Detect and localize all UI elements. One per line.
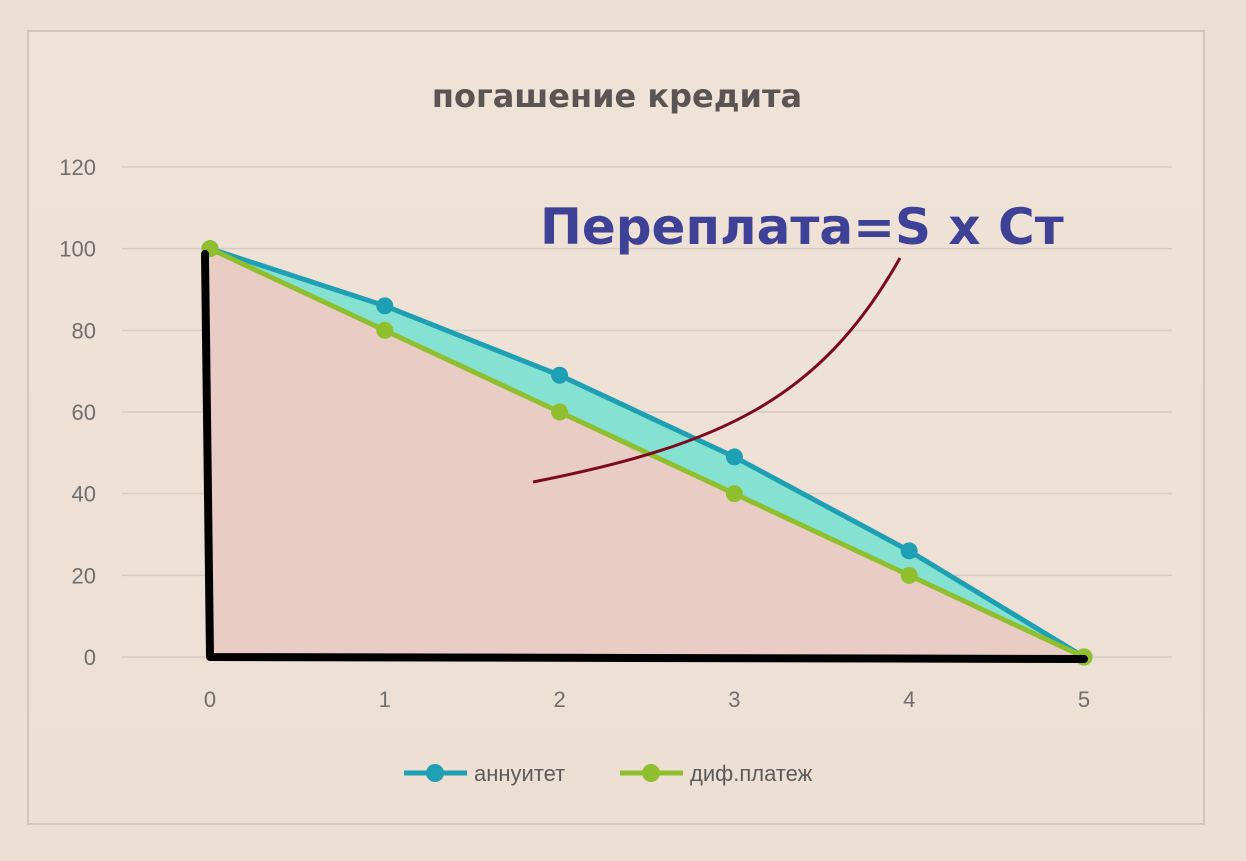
y-tick-label: 100: [59, 237, 96, 262]
y-tick-label: 80: [72, 318, 96, 343]
series-point-annuity-4: [900, 542, 918, 560]
series-point-annuity-1: [376, 297, 394, 315]
legend-diff-payment-label: диф.платеж: [690, 761, 813, 786]
series-layer: [201, 240, 1093, 666]
legend-annuity-label: аннуитет: [474, 761, 565, 786]
chart-title: погашение кредита: [432, 77, 802, 115]
x-tick-label: 3: [728, 687, 740, 712]
legend: аннуитет диф.платеж: [404, 761, 813, 786]
series-line-diff-payment: [208, 246, 1086, 660]
legend-annuity-marker: [426, 764, 444, 782]
series-point-diff-payment-3: [725, 485, 743, 503]
y-tick-label: 0: [84, 645, 96, 670]
x-tick-label: 2: [553, 687, 565, 712]
y-tick-label: 60: [72, 400, 96, 425]
emphasized-axes: [201, 250, 1088, 663]
overpayment-annotation: Переплата=S x Ст: [540, 198, 1064, 256]
axis-layer: [201, 250, 1088, 663]
series-point-annuity-2: [551, 366, 569, 384]
annotation-arrow-curve: [532, 257, 902, 484]
tick-layer: 0 20 40 60 80 100 120 0 1 2 3 4 5: [59, 155, 1090, 712]
y-tick-label: 20: [72, 563, 96, 588]
series-point-diff-payment-4: [900, 566, 918, 584]
y-tick-label: 120: [59, 155, 96, 180]
series-point-diff-payment-2: [551, 403, 569, 421]
y-tick-label: 40: [72, 482, 96, 507]
x-tick-label: 4: [903, 687, 915, 712]
series-point-diff-payment-1: [376, 321, 394, 339]
series-point-annuity-3: [725, 448, 743, 466]
area-under-diff-payment: [210, 248, 1084, 657]
x-tick-label: 1: [379, 687, 391, 712]
legend-diff-payment-marker: [642, 764, 660, 782]
series-line-annuity: [209, 246, 1086, 660]
x-tick-label: 0: [204, 687, 216, 712]
x-tick-label: 5: [1078, 687, 1090, 712]
